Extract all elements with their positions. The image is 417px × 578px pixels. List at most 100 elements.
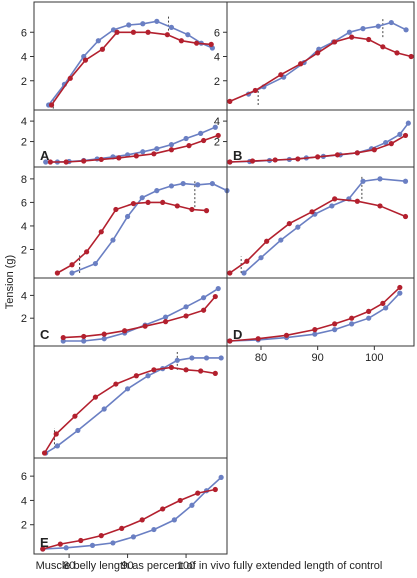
panel-frame [226,166,415,279]
data-point-blue [198,130,204,136]
data-point-red [334,152,341,158]
data-point-red [227,98,233,104]
data-point-red [63,159,69,165]
data-point-blue [174,357,180,363]
data-point-blue [130,534,137,540]
data-point-blue [140,149,146,155]
data-point-red [101,331,107,337]
data-point-blue [168,183,175,189]
data-point-blue [375,23,381,29]
x-tick-label: 80 [255,352,267,364]
panel-letter: B [233,148,242,163]
data-point-red [354,150,360,156]
panel-c-passive: 2 4 C [21,277,228,347]
series-line-red [50,134,219,163]
data-point-blue [63,545,69,551]
data-point-blue [383,139,389,146]
y-tick-label: 6 [21,27,27,39]
data-point-blue [139,195,145,201]
data-point-blue [162,314,169,320]
data-point-blue [346,29,352,35]
data-point-red [174,203,180,209]
data-point-red [168,364,175,371]
y-tick-label: 2 [214,76,220,88]
data-point-red [349,315,355,321]
data-point-red [402,132,409,139]
y-tick-label: 6 [214,27,220,39]
x-tick-label: 100 [177,560,195,572]
data-point-red [160,506,166,512]
y-tick-label: 4 [21,116,27,128]
y-tick-label: 2 [21,244,27,256]
y-axis-title: Tension (g) [4,255,16,309]
data-point-blue [154,146,160,152]
data-point-blue [241,270,247,276]
y-tick-label: 2 [21,137,27,149]
data-point-red [130,29,137,35]
data-point-red [98,229,104,235]
data-point-red [99,46,106,52]
y-tick-label: 4 [21,221,27,233]
data-point-red [286,220,292,227]
data-point-red [113,206,119,213]
panel-b-active: 2 4 6 [214,1,415,111]
data-point-red [227,338,233,344]
panel-frame [226,277,415,347]
data-point-blue [402,178,409,184]
data-point-red [201,307,207,313]
y-tick-label: 2 [21,76,27,88]
data-point-red [133,153,139,159]
data-point-red [130,200,137,207]
data-point-red [189,206,195,213]
x-tick-label: 90 [121,560,133,572]
panel-frame [33,1,228,111]
panel-frame [33,457,228,555]
data-point-red [408,53,414,60]
data-point-red [380,44,386,50]
data-point-red [394,50,400,56]
data-point-blue [403,27,409,33]
data-point-red [145,29,151,35]
data-point-blue [189,502,195,508]
series-line-red [229,134,406,163]
data-point-blue [151,526,157,533]
data-point-red [177,497,183,504]
data-point-red [377,203,383,209]
data-point-red [249,158,256,164]
data-point-red [183,367,189,373]
data-point-red [84,249,90,255]
data-point-blue [349,321,355,327]
data-point-red [332,321,338,327]
panel-letter: C [40,327,50,342]
series-line-red [42,488,216,550]
data-point-red [178,38,184,44]
data-point-blue [168,24,175,30]
y-tick-label: 2 [214,137,220,149]
data-point-blue [101,336,107,342]
series-line-blue [47,20,213,106]
data-point-red [371,147,377,153]
data-point-red [69,262,75,268]
x-tick-label: 100 [365,352,383,364]
y-tick-label: 4 [214,116,220,128]
data-point-blue [154,188,160,194]
x-tick-label: 90 [312,352,324,364]
data-point-blue [383,305,389,311]
data-point-red [53,431,59,437]
data-point-red [67,75,73,81]
data-point-red [92,394,99,400]
series-line-blue [243,178,406,274]
panels-layer: 2 4 6 2 4 A 2 4 6 2 4 B 2 4 6 8 2 4 C 80 90 100 D 2 4 6 80 90 100 E [21,1,415,572]
data-point-red [278,72,284,78]
data-point-red [227,159,233,165]
data-point-red [315,50,321,56]
data-point-red [82,57,89,63]
data-point-red [186,143,192,149]
y-tick-label: 6 [21,197,27,209]
data-point-red [57,541,63,547]
data-point-blue [295,224,301,230]
data-point-blue [218,474,224,480]
data-point-blue [124,386,131,392]
data-point-red [114,29,120,35]
data-point-red [40,546,46,552]
